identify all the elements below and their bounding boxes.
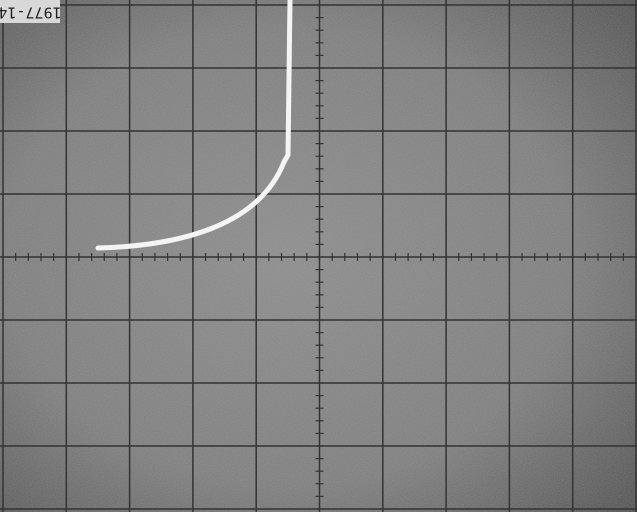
label-box: [0, 0, 60, 23]
photo-label: 1977-14: [0, 4, 62, 22]
trace: [95, 0, 293, 251]
